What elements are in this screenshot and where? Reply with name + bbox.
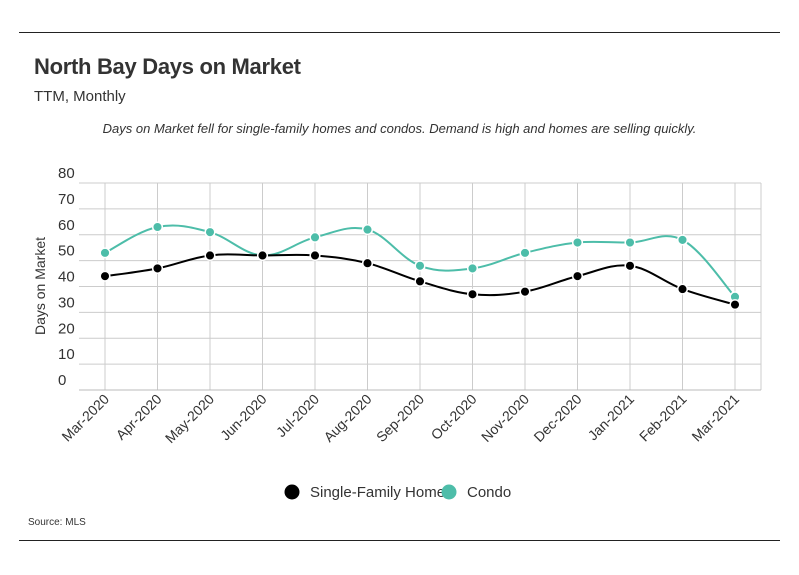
legend: Single-Family Home Condo — [284, 484, 511, 501]
legend-label-single-family-home: Single-Family Home — [310, 484, 445, 501]
chart-title: North Bay Days on Market — [34, 54, 301, 79]
legend-label-condo: Condo — [467, 484, 511, 501]
top-rule — [19, 32, 780, 33]
single-family-point — [676, 283, 689, 295]
x-tick-label: May-2020 — [162, 391, 217, 446]
condo-point — [414, 260, 426, 272]
y-tick-label: 60 — [58, 217, 75, 234]
x-tick-label: Sep-2020 — [373, 391, 427, 445]
x-tick-label: Mar-2020 — [58, 391, 112, 445]
single-family-point — [256, 249, 269, 261]
condo-point — [309, 231, 321, 243]
y-tick-label: 20 — [58, 320, 75, 337]
single-family-point — [151, 262, 164, 274]
single-family-point — [361, 257, 374, 269]
x-tick-label: Apr-2020 — [113, 391, 165, 443]
series-group — [99, 221, 741, 311]
condo-point — [99, 247, 111, 259]
x-tick-label: Nov-2020 — [478, 391, 532, 445]
single-family-point — [466, 288, 479, 300]
source-note: Source: MLS — [28, 517, 86, 528]
single-family-point — [204, 249, 216, 261]
condo-point — [151, 221, 164, 233]
y-tick-label: 40 — [58, 269, 75, 286]
y-tick-labels: 0 10 20 30 40 50 60 70 80 — [58, 165, 75, 389]
single-family-point — [519, 286, 531, 298]
condo-point — [361, 224, 374, 236]
legend-marker-condo — [441, 484, 457, 500]
y-axis-label: Days on Market — [32, 237, 48, 335]
condo-point — [571, 236, 584, 249]
x-tick-label: Mar-2021 — [688, 391, 742, 445]
y-tick-label: 50 — [58, 243, 75, 260]
condo-point — [466, 262, 479, 274]
condo-point — [204, 226, 216, 238]
x-tick-label: Aug-2020 — [320, 391, 374, 445]
y-tick-label: 30 — [58, 294, 75, 311]
condo-point — [519, 247, 531, 259]
y-tick-label: 10 — [58, 346, 75, 363]
bottom-rule — [19, 540, 780, 541]
single-family-point — [99, 270, 111, 282]
x-tick-label: Jan-2021 — [585, 391, 638, 444]
y-tick-label: 80 — [58, 165, 75, 182]
y-tick-label: 70 — [58, 191, 75, 208]
x-tick-label: Jun-2020 — [217, 391, 270, 444]
single-family-point — [624, 260, 636, 272]
legend-marker-single-family-home — [284, 484, 300, 500]
condo-point — [676, 234, 689, 246]
chart-note: Days on Market fell for single-family ho… — [102, 121, 697, 136]
x-tick-label: Dec-2020 — [530, 391, 584, 445]
single-family-point — [309, 249, 321, 261]
x-tick-label: Oct-2020 — [428, 391, 480, 443]
condo-point — [624, 236, 636, 249]
chart-subtitle: TTM, Monthly — [34, 88, 126, 105]
x-tick-label: Jul-2020 — [273, 391, 322, 440]
single-family-point — [729, 299, 741, 311]
x-tick-label: Feb-2021 — [636, 391, 690, 445]
y-tick-label: 0 — [58, 372, 66, 389]
single-family-point — [571, 270, 584, 282]
single-family-point — [414, 275, 426, 287]
